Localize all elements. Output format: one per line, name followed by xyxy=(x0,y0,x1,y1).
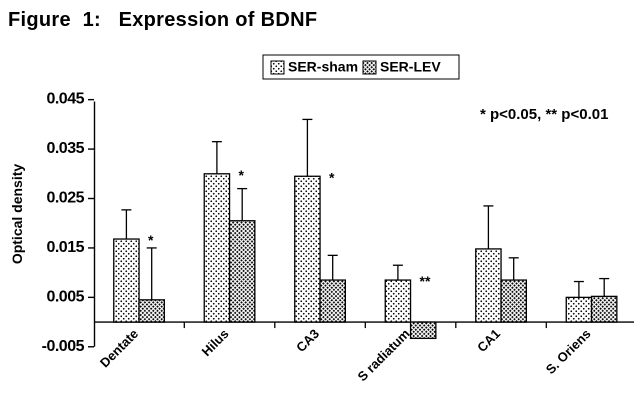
svg-text:* p<0.05, ** p<0.01: * p<0.05, ** p<0.01 xyxy=(480,106,608,123)
svg-text:0.015: 0.015 xyxy=(46,239,84,256)
svg-text:-0.005: -0.005 xyxy=(42,338,85,355)
svg-text:*: * xyxy=(329,169,335,185)
svg-text:Figure 1: Expression of BDN: Figure 1: Expression of BDNF xyxy=(8,9,317,31)
svg-text:*: * xyxy=(148,232,154,248)
svg-text:0.035: 0.035 xyxy=(46,140,84,157)
svg-text:*: * xyxy=(239,167,245,183)
svg-text:Optical density: Optical density xyxy=(9,164,25,265)
svg-text:0.045: 0.045 xyxy=(46,91,84,108)
svg-text:SER-sham: SER-sham xyxy=(288,59,358,75)
svg-text:SER-LEV: SER-LEV xyxy=(380,59,441,75)
svg-text:0.005: 0.005 xyxy=(46,288,84,305)
svg-text:0.025: 0.025 xyxy=(46,190,84,207)
svg-text:**: ** xyxy=(420,273,431,289)
